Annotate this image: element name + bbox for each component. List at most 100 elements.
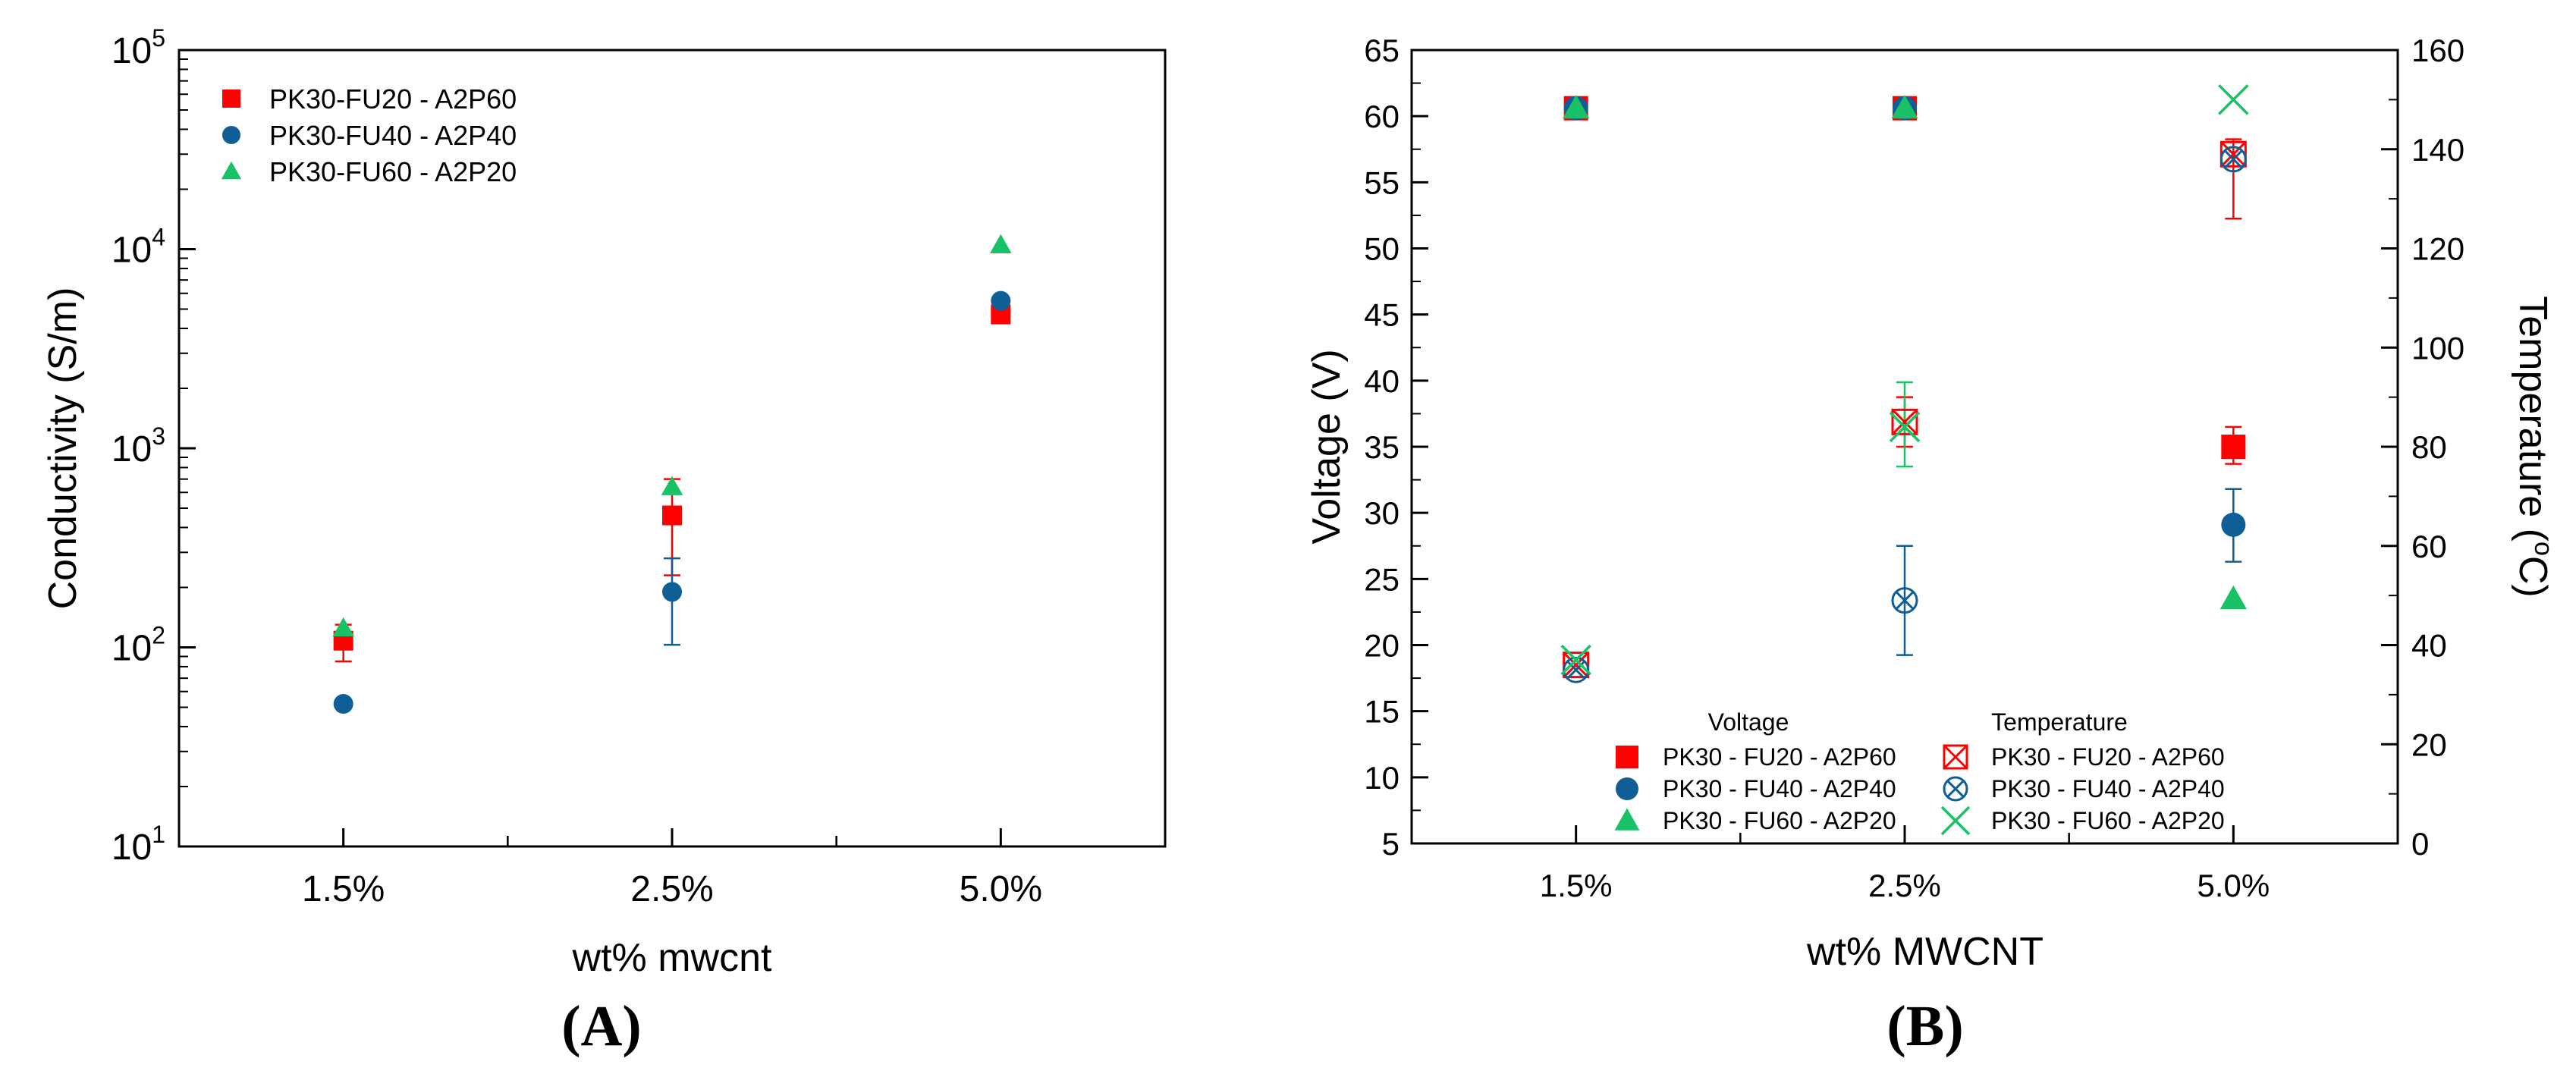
panel-b-y-tick-label: 15 <box>1364 694 1400 730</box>
panel-b-voltage-temperature-chart: 5 10 15 20 25 30 35 40 45 50 55 60 65 0 20 40 60 80 100 12… <box>1305 33 2558 1058</box>
panel-b-temperature-axis: 0 20 40 60 80 100 120 140 160 <box>2381 33 2464 862</box>
panel-b-y-tick-label: 55 <box>1364 165 1400 200</box>
panel-b-y2-tick-label: 60 <box>2411 529 2447 564</box>
panel-a-legend-marker-pk30-fu60-a2p20-shape <box>221 162 241 179</box>
panel-b-legend-voltage-label: PK30 - FU40 - A2P40 <box>1663 775 1896 802</box>
panel-b-temp-point-pk30-fu20-a2p60-cross <box>1564 653 1588 677</box>
panel-b-y2-tick-label: 80 <box>2411 429 2447 465</box>
panel-b-y-tick-label: 45 <box>1364 297 1400 333</box>
panel-a-y-tick-label: 101 <box>112 821 165 868</box>
panel-b-y2-tick-label: 120 <box>2411 231 2464 267</box>
panel-a-point-pk30-fu60-a2p20 <box>332 617 354 636</box>
panel-b-voltage-point-pk30-fu20-a2p60 <box>2221 435 2245 459</box>
panel-b-temp-point-pk30-fu20-a2p60 <box>1564 653 1588 677</box>
panel-a-y-tick-exp: 3 <box>152 422 165 450</box>
panel-b-y-tick-label: 10 <box>1364 760 1400 796</box>
panel-b-x-tick-label: 5.0% <box>2197 868 2270 903</box>
panel-a-y-tick-label: 104 <box>112 224 165 271</box>
panel-a-point-pk30-fu60-a2p20-shape <box>332 617 354 636</box>
panel-b-legend-temp-label: PK30 - FU20 - A2P60 <box>1991 743 2225 771</box>
panel-a-y-tick-base: 10 <box>112 231 152 271</box>
panel-a-legend-marker-pk30-fu20-a2p60-shape <box>222 90 240 108</box>
panel-b-legend-temp-marker-pk30-fu20-a2p60-cross <box>1944 746 1967 768</box>
panel-a-y-tick-exp: 1 <box>152 821 165 848</box>
panel-a-legend-marker-pk30-fu40-a2p40 <box>222 126 240 144</box>
panel-a-legend-marker-pk30-fu20-a2p60 <box>222 90 240 108</box>
panel-b-legend-temp-label: PK30 - FU40 - A2P40 <box>1991 775 2225 802</box>
panel-a-y-tick-label: 105 <box>112 24 165 71</box>
panel-b-y2-label-main: Temperature ( <box>2511 296 2555 542</box>
panel-a-legend-label: PK30-FU40 - A2P40 <box>269 120 517 151</box>
panel-b-y-tick-label: 25 <box>1364 561 1400 597</box>
panel-b-voltage-point-pk30-fu60-a2p20-shape <box>2220 586 2247 609</box>
panel-b-y2-label-end: C) <box>2511 556 2555 598</box>
panel-a-point-pk30-fu40-a2p40-shape <box>334 694 353 714</box>
panel-b-temp-point-pk30-fu60-a2p20-shape <box>2219 85 2248 114</box>
panel-a-label: (A) <box>561 994 642 1058</box>
panel-a-point-pk30-fu60-a2p20 <box>990 234 1012 253</box>
panel-b-legend-heading-temperature: Temperature <box>1991 708 2128 736</box>
panel-b-y-tick-label: 40 <box>1364 363 1400 399</box>
panel-a-y-tick-label: 102 <box>112 622 165 669</box>
panel-a-y-tick-base: 10 <box>112 629 152 669</box>
panel-a-point-pk30-fu20-a2p60 <box>662 506 682 526</box>
panel-a-point-pk30-fu40-a2p40-shape <box>991 291 1010 311</box>
panel-b-legend-voltage-marker-pk30-fu60-a2p20 <box>1615 809 1640 831</box>
panel-b-y2-tick-label: 0 <box>2411 826 2429 862</box>
panel-a-error-bars <box>335 479 680 661</box>
panel-a-y-axis-label: Conductivity (S/m) <box>41 287 85 610</box>
panel-b-y-axis-label: Voltage (V) <box>1305 349 1349 544</box>
panel-b-y2-tick-label: 20 <box>2411 727 2447 762</box>
panel-a-legend: PK30-FU20 - A2P60 PK30-FU40 - A2P40 PK30-F… <box>221 83 517 187</box>
panel-a-y-tick-base: 10 <box>112 827 152 868</box>
panel-b-legend-voltage-marker-pk30-fu20-a2p60 <box>1616 746 1638 768</box>
panel-a-y-axis: 101102103104105 <box>112 24 196 868</box>
panel-b-temp-point-pk30-fu60-a2p20 <box>2219 85 2248 114</box>
panel-a-y-tick-exp: 5 <box>152 24 165 52</box>
panel-b-label: (B) <box>1886 994 1963 1058</box>
panel-b-y-tick-label: 60 <box>1364 99 1400 134</box>
panel-a-point-pk30-fu20-a2p60-shape <box>662 506 682 526</box>
panel-b-y-tick-label: 35 <box>1364 429 1400 465</box>
panel-a-y-tick-base: 10 <box>112 31 152 71</box>
panel-a-x-axis: 1.5% 2.5% 5.0% <box>179 828 1165 909</box>
panel-b-legend-voltage-marker-pk30-fu40-a2p40 <box>1616 777 1638 800</box>
panel-a-y-tick-label: 103 <box>112 422 165 469</box>
panel-a-point-pk30-fu60-a2p20-shape <box>990 234 1012 253</box>
panel-b-y2-tick-label: 160 <box>2411 33 2464 68</box>
panel-b-y2-tick-label: 140 <box>2411 132 2464 168</box>
panel-b-legend-heading-voltage: Voltage <box>1708 708 1789 736</box>
panel-b-legend-temp-marker-pk30-fu40-a2p40-cross <box>1947 780 1963 796</box>
panel-a-point-pk30-fu40-a2p40-shape <box>662 582 682 601</box>
panel-b-y-tick-label: 20 <box>1364 628 1400 664</box>
panel-b-legend-temp-marker-pk30-fu20-a2p60 <box>1944 746 1967 768</box>
panel-b-y-tick-label: 30 <box>1364 495 1400 531</box>
panel-b-temp-error-bar-pk30-fu60-a2p20 <box>1896 382 1913 466</box>
panel-b-voltage-point-pk30-fu60-a2p20 <box>2220 586 2247 609</box>
panel-b-y-tick-label: 65 <box>1364 33 1400 68</box>
panel-b-legend-temp-marker-pk30-fu60-a2p20-shape <box>1942 807 1969 834</box>
panel-b-legend-temp-label: PK30 - FU60 - A2P20 <box>1991 807 2225 834</box>
figure: 101102103104105 1.5% 2.5% 5.0% PK30-FU20 -… <box>0 0 2576 1074</box>
panel-b-x-tick-label: 1.5% <box>1540 868 1613 903</box>
panel-b-y2-axis-label: Temperature (oC) <box>2511 296 2558 597</box>
panel-b-y2-tick-label: 40 <box>2411 628 2447 664</box>
panel-a-y-tick-exp: 2 <box>152 622 165 649</box>
panel-b-legend-voltage-label: PK30 - FU20 - A2P60 <box>1663 743 1896 771</box>
panel-a-x-tick-label: 2.5% <box>630 869 713 909</box>
panel-a-point-pk30-fu40-a2p40 <box>334 694 353 714</box>
panel-b-legend-voltage-label: PK30 - FU60 - A2P20 <box>1663 807 1896 834</box>
panel-a-x-axis-label: wt% mwcnt <box>572 936 772 980</box>
panel-a-point-pk30-fu40-a2p40 <box>662 582 682 601</box>
panel-a-legend-marker-pk30-fu60-a2p20 <box>221 162 241 179</box>
panel-b-y2-label-sup: o <box>2529 542 2558 556</box>
panel-b-voltage-axis: 5101520253035404550556065 <box>1364 33 1428 862</box>
panel-a-legend-label: PK30-FU60 - A2P20 <box>269 156 517 187</box>
panel-b-temp-error-bar-pk30-fu20-a2p60 <box>2225 140 2241 219</box>
panel-b-legend-voltage-marker-pk30-fu40-a2p40-shape <box>1616 777 1638 800</box>
panel-a-x-tick-label: 5.0% <box>960 869 1042 909</box>
panel-a-x-tick-label: 1.5% <box>302 869 385 909</box>
panel-b-y2-tick-label: 100 <box>2411 330 2464 366</box>
panel-b-error-bars <box>1896 140 2241 655</box>
